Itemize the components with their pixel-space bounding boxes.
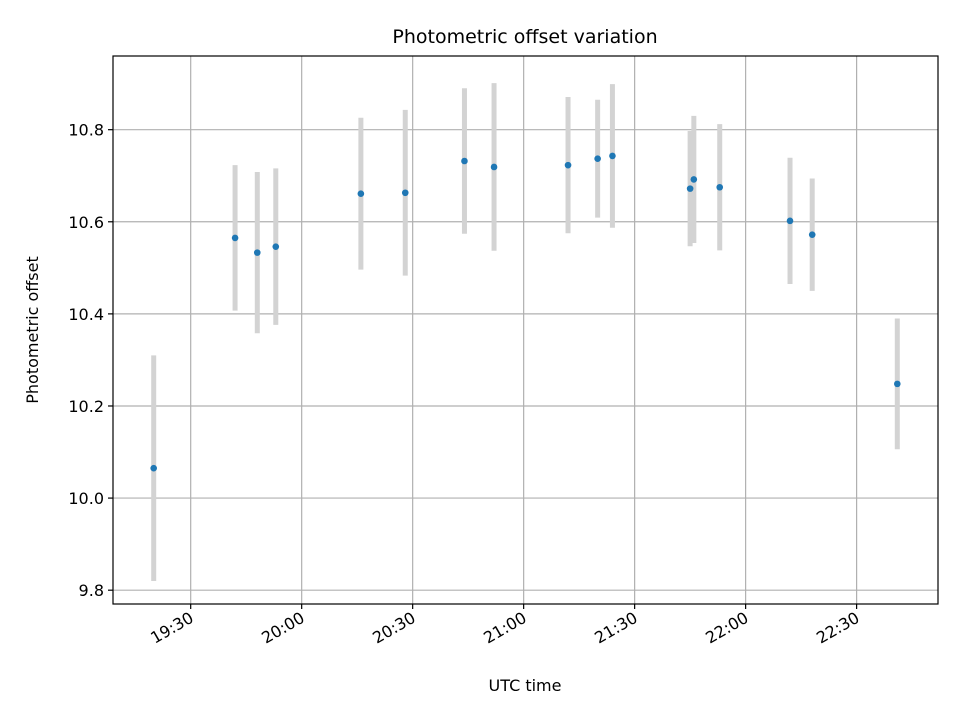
chart-title: Photometric offset variation [392, 26, 657, 48]
data-point [686, 185, 694, 192]
y-tick-label: 10.8 [68, 121, 104, 140]
y-tick-label: 10.4 [68, 305, 104, 324]
data-point [786, 217, 794, 225]
data-point [461, 157, 468, 165]
data-point [716, 183, 724, 191]
data-point [894, 380, 901, 388]
data-point [150, 464, 157, 472]
data-point [564, 161, 572, 169]
data-point [401, 189, 409, 197]
data-point [357, 190, 365, 197]
y-axis-title: Photometric offset [23, 256, 42, 404]
data-point [609, 152, 616, 160]
point-layer [150, 152, 901, 472]
y-tick-label: 10.2 [68, 397, 104, 416]
data-point [490, 163, 498, 171]
x-axis-title: UTC time [489, 676, 562, 695]
data-point [808, 231, 816, 238]
data-point [231, 234, 239, 242]
y-tick-label: 10.6 [68, 213, 104, 232]
grid-layer [113, 56, 938, 604]
data-point [594, 155, 601, 162]
plot-frame [112, 55, 939, 605]
y-tick-label: 10.0 [68, 489, 104, 508]
data-point [253, 249, 261, 256]
data-point [272, 243, 280, 250]
y-tick-label: 9.8 [79, 581, 104, 600]
data-point [690, 176, 698, 183]
